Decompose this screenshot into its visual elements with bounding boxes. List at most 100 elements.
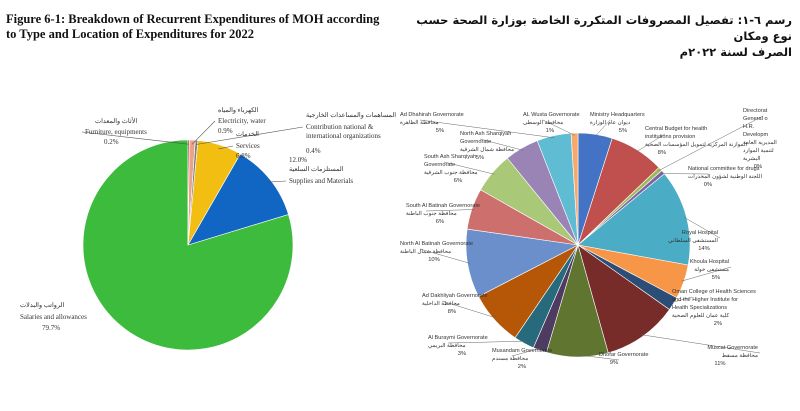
leader-line-supplies-and-materials [266, 180, 287, 183]
label-en2-contribution-national-international-organizations: international organizations [306, 132, 381, 140]
label-value-dhofar-governorate: 9% [610, 360, 618, 366]
label-ar-furniture-equipments: الأثاث والمعدات [95, 115, 137, 125]
label-directorate-general-of-h-r-development-line5: المديرية العامة [743, 139, 777, 146]
leader-line-north-ash-sharqiyah-governorate [479, 138, 523, 151]
label-value-electricity-water: 0.9% [218, 127, 233, 135]
figure-title-ar: رسم ٦-١: تفصيل المصروفات المتكررة الخاصة… [412, 12, 792, 60]
label-value-contribution-national-international-organizations: 0.4% [306, 147, 321, 155]
label-north-al-batinah-governorate-line1: North Al Batinah Governorate [400, 241, 473, 247]
leader-line-services [218, 145, 234, 150]
label-south-ash-sharqiyah-governorate-line1: South Ash Sharqiyah [424, 154, 476, 160]
label-ministry-headquarters-line1: Ministry Headquarters [590, 112, 645, 118]
label-value-north-ash-sharqiyah-governorate: 5% [476, 155, 484, 161]
label-south-ash-sharqiyah-governorate-line2: Governorate [424, 162, 455, 168]
label-oman-college-of-health-sciences-and-the-higher-institute-for-health-specializations-line3: Health Specializations [672, 305, 727, 311]
label-royal-hospital-line1: Royal Hospital [682, 230, 718, 236]
label-directorate-general-of-h-r-development-line6: لتنمية الموارد [743, 147, 774, 154]
leader-line-south-ash-sharqiyah-governorate [443, 161, 495, 175]
leader-line-directorate-general-of-h-r-development [658, 115, 764, 171]
label-value-north-al-batinah-governorate: 10% [428, 257, 440, 263]
label-en-contribution-national-international-organizations: Contribution national & [306, 123, 374, 131]
figure-title-ar-line2: الصرف لسنة ٢٠٢٢م [679, 45, 792, 59]
label-khoula-hospital-line1: Khoula Hospital [690, 259, 729, 265]
label-north-ash-sharqiyah-governorate-line3: محافظة شمال الشرقية [460, 146, 514, 153]
label-oman-college-of-health-sciences-and-the-higher-institute-for-health-specializations-line4: كلية عمان للعلوم الصحية [672, 312, 729, 319]
label-value-directorate-general-of-h-r-development: 0% [754, 164, 762, 170]
label-en-supplies-and-materials: Supplies and Materials [289, 177, 353, 185]
label-musandam-governorate-line2: محافظة مسندم [492, 355, 528, 362]
leader-line-oman-college-of-health-sciences-and-the-higher-institute-for-health-specializations [671, 296, 693, 303]
label-value-royal-hospital: 14% [698, 246, 710, 252]
pie-slice-royal-hospital [577, 173, 691, 266]
label-en-electricity-water: Electricity, water [218, 117, 266, 125]
label-ar-salaries-and-allowances: الرواتب والبدلات [20, 301, 64, 309]
label-directorate-general-of-h-r-development-line7: البشرية [743, 155, 761, 162]
label-value-al-buraymi-governorate: 3% [458, 351, 466, 357]
figure-title-en: Figure 6-1: Breakdown of Recurrent Expen… [6, 12, 386, 42]
leader-line-musandam-governorate [511, 347, 541, 357]
label-al-buraymi-governorate-line1: Al Buraymi Governorate [428, 335, 488, 341]
label-al-wusta-governorate-line1: AL Wusta Governorate [523, 112, 580, 118]
label-ad-dakhliyah-governorate-line2: محافظة الداخلية [422, 300, 460, 307]
label-en-furniture-equipments: Furniture, equipments [85, 128, 147, 136]
label-value-muscat-governorate: 11% [714, 361, 725, 367]
label-north-ash-sharqiyah-governorate-line2: Governorate [460, 139, 491, 145]
label-en-services: Services [236, 142, 260, 150]
expenditure-type-pie-chart: الرواتب والبدلات Salaries and allowances 7… [20, 106, 396, 351]
leader-line-al-buraymi-governorate [447, 340, 526, 344]
label-south-al-batinah-governorate-line2: محافظة جنوب الباطنة [406, 210, 457, 217]
label-ar-supplies-and-materials: المستلزمات السلعية [289, 165, 344, 173]
label-directorate-general-of-h-r-development-line3: H.R. [743, 124, 755, 130]
label-value-al-wusta-governorate: 1% [546, 128, 554, 134]
label-value-supplies-and-materials: 12.0% [289, 156, 307, 164]
figure-title-ar-line1: رسم ٦-١: تفصيل المصروفات المتكررة الخاصة… [416, 13, 792, 43]
label-en-salaries-and-allowances: Salaries and allowances [20, 313, 87, 321]
pie-slice-al-wusta-governorate [570, 132, 579, 246]
label-ar-services: الخدمات [236, 130, 259, 138]
label-value-furniture-equipments: 0.2% [104, 138, 119, 146]
label-central-budget-for-health-institutions-provision-line3: الموازنة المركزية لتمويل المؤسسات الصحية [645, 141, 747, 148]
leader-line-dhofar-governorate [577, 354, 620, 361]
label-ad-dhahirah-governorate-line2: محافظة الظاهرة [400, 119, 439, 126]
label-value-salaries-and-allowances: 79.7% [42, 324, 60, 332]
label-value-khoula-hospital: 5% [712, 275, 720, 281]
label-musandam-governorate-line1: Musandam Governorate [492, 348, 552, 354]
label-ad-dhahirah-governorate-line1: Ad Dhahirah Governorate [400, 112, 464, 118]
label-al-buraymi-governorate-line2: محافظة البريمي [428, 342, 466, 349]
label-khoula-hospital-line2: مستشفى خولة [694, 266, 729, 273]
leader-line-south-al-batinah-governorate [425, 209, 475, 212]
label-value-services: 6.8% [236, 152, 251, 160]
leader-line-ad-dhahirah-governorate [419, 119, 555, 139]
label-directorate-general-of-h-r-development-line2: General o [743, 116, 768, 122]
label-central-budget-for-health-institutions-provision-line1: Central Budget for health [645, 126, 707, 132]
label-oman-college-of-health-sciences-and-the-higher-institute-for-health-specializations-line1: Oman College of Health Sciences [672, 289, 756, 295]
label-oman-college-of-health-sciences-and-the-higher-institute-for-health-specializations-line2: and the Higher Institute for [672, 297, 738, 303]
label-value-musandam-governorate: 2% [518, 364, 526, 370]
label-ar-electricity-water: الكهرباء والمياه [218, 106, 259, 114]
label-value-ad-dhahirah-governorate: 5% [436, 128, 444, 134]
leader-line-furniture-equipments [81, 131, 189, 145]
leader-line-electricity-water [191, 120, 216, 145]
label-ad-dakhliyah-governorate-line1: Ad Dakhliyah Governorate [422, 293, 488, 299]
leader-line-north-al-batinah-governorate [419, 248, 470, 264]
pie-slice-furniture-equipments [187, 139, 190, 246]
leader-line-muscat-governorate [641, 334, 761, 354]
label-al-wusta-governorate-line2: محافظة الوسطى [523, 119, 563, 126]
label-value-national-committee-for-drugs: 0% [704, 182, 712, 188]
label-value-ad-dakhliyah-governorate: 8% [448, 309, 456, 315]
label-national-committee-for-drugs-line1: National committee for drugs [688, 166, 760, 172]
label-north-al-batinah-governorate-line2: محافظة شمال الباطنة [400, 248, 451, 255]
label-central-budget-for-health-institutions-provision-line2: institutions provision [645, 134, 695, 140]
label-ar-contribution-national-international-organizations: المساهمات والمساعدات الخارجية [306, 111, 396, 119]
leader-line-central-budget-for-health-institutions-provision [636, 133, 666, 153]
label-dhofar-governorate-line1: Dhofar Governorate [599, 352, 648, 358]
label-directorate-general-of-h-r-development-line1: Directorat [743, 108, 768, 114]
label-south-al-batinah-governorate-line1: South Al Batinah Governorate [406, 203, 480, 209]
leader-line-ministry-headquarters [594, 119, 611, 137]
leader-line-khoula-hospital [681, 266, 732, 282]
label-ministry-headquarters-line2: ديوان عام الوزارة [590, 119, 631, 126]
label-muscat-governorate-line2: محافظة مسقط [722, 352, 758, 359]
label-directorate-general-of-h-r-development-line4: Developm [743, 132, 769, 138]
label-value-south-ash-sharqiyah-governorate: 6% [454, 178, 462, 184]
label-value-south-al-batinah-governorate: 6% [436, 219, 444, 225]
